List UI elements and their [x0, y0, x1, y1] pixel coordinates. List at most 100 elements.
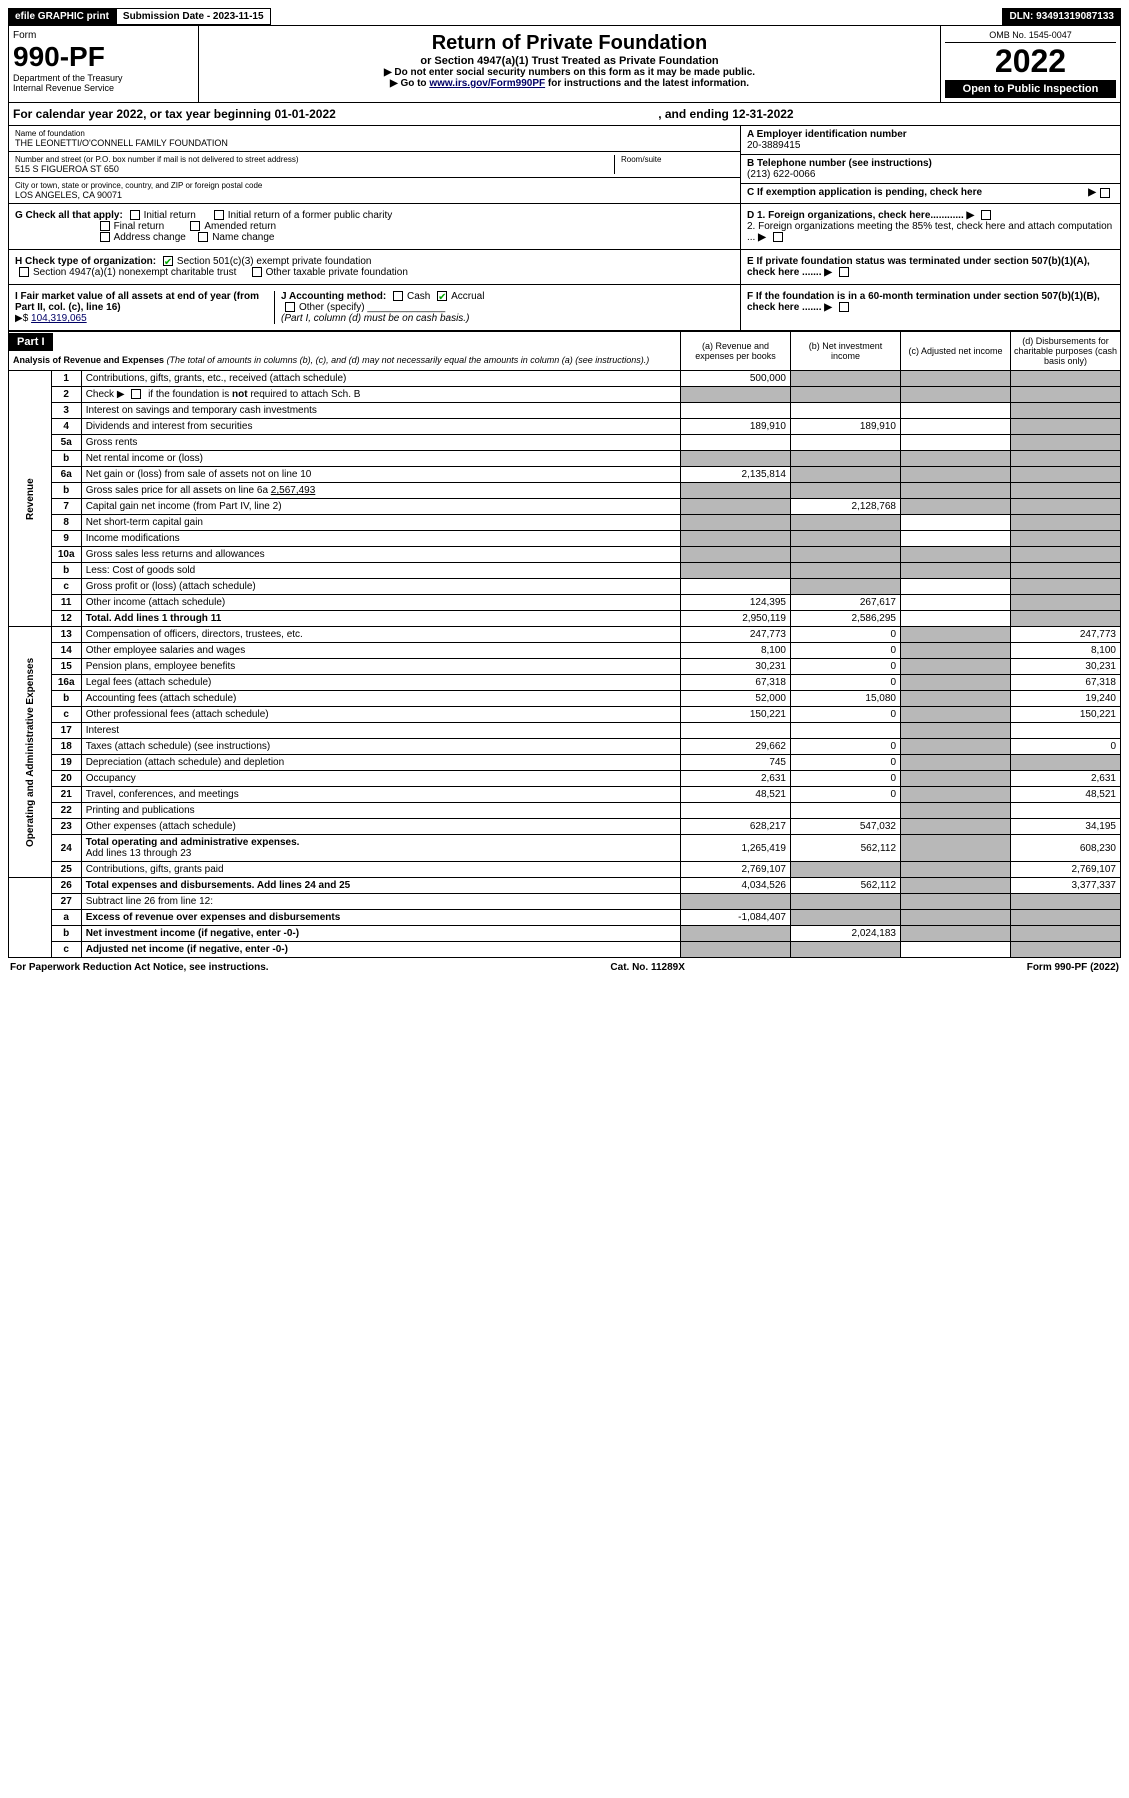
- j-cash-checkbox[interactable]: [393, 291, 403, 301]
- line-14-desc: Other employee salaries and wages: [81, 643, 680, 659]
- irs-link[interactable]: www.irs.gov/Form990PF: [429, 78, 545, 89]
- arrow-icon: ▶: [824, 267, 832, 278]
- e-checkbox[interactable]: [839, 267, 849, 277]
- line-23-d: 34,195: [1011, 819, 1121, 835]
- line-4-desc: Dividends and interest from securities: [81, 419, 680, 435]
- line-7-no: 7: [51, 499, 81, 515]
- line-25-a: 2,769,107: [681, 862, 791, 878]
- line-1-no: 1: [51, 371, 81, 387]
- checks-ij-row: I Fair market value of all assets at end…: [8, 285, 1121, 331]
- dept-irs: Internal Revenue Service: [13, 83, 194, 93]
- line-6a-a: 2,135,814: [681, 467, 791, 483]
- line-2-checkbox[interactable]: [131, 389, 141, 399]
- line-27a-no: a: [51, 910, 81, 926]
- line-3-desc: Interest on savings and temporary cash i…: [81, 403, 680, 419]
- h-4947-checkbox[interactable]: [19, 267, 29, 277]
- expenses-side-label: Operating and Administrative Expenses: [9, 627, 52, 878]
- line-24-no: 24: [51, 835, 81, 862]
- d1-checkbox[interactable]: [981, 210, 991, 220]
- efile-label[interactable]: efile GRAPHIC print: [8, 8, 116, 25]
- arrow-icon: ▶: [824, 302, 832, 313]
- c-checkbox[interactable]: [1100, 188, 1110, 198]
- open-inspection: Open to Public Inspection: [945, 80, 1116, 98]
- line-24-a: 1,265,419: [681, 835, 791, 862]
- line-20-a: 2,631: [681, 771, 791, 787]
- arrow-icon: ▶: [758, 232, 766, 243]
- line-20-b: 0: [791, 771, 901, 787]
- line-10b-desc: Less: Cost of goods sold: [81, 563, 680, 579]
- line-15-no: 15: [51, 659, 81, 675]
- g-name-checkbox[interactable]: [198, 232, 208, 242]
- j-accrual-checkbox[interactable]: [437, 291, 447, 301]
- line-12-a: 2,950,119: [681, 611, 791, 627]
- col-c-header: (c) Adjusted net income: [901, 332, 1011, 371]
- omb-number: OMB No. 1545-0047: [945, 30, 1116, 43]
- footer-mid: Cat. No. 11289X: [610, 962, 684, 973]
- line-21-b: 0: [791, 787, 901, 803]
- line-10c-no: c: [51, 579, 81, 595]
- submission-date: Submission Date - 2023-11-15: [116, 8, 271, 25]
- j-cash: Cash: [407, 291, 430, 302]
- line-16c-a: 150,221: [681, 707, 791, 723]
- line-16b-a: 52,000: [681, 691, 791, 707]
- checks-h-row: H Check type of organization: Section 50…: [8, 250, 1121, 285]
- col-a-header: (a) Revenue and expenses per books: [681, 332, 791, 371]
- note-pre: ▶ Go to: [390, 78, 429, 89]
- line-26-b: 562,112: [791, 878, 901, 894]
- line-21-a: 48,521: [681, 787, 791, 803]
- foundation-name: THE LEONETTI/O'CONNELL FAMILY FOUNDATION: [15, 138, 734, 148]
- e-label: E If private foundation status was termi…: [747, 256, 1090, 278]
- g-final: Final return: [114, 221, 165, 232]
- line-21-no: 21: [51, 787, 81, 803]
- page-footer: For Paperwork Reduction Act Notice, see …: [8, 958, 1121, 977]
- g-amended: Amended return: [204, 221, 276, 232]
- line-24-bold: Total operating and administrative expen…: [86, 837, 300, 848]
- ein-label: A Employer identification number: [747, 129, 1114, 140]
- h-other-checkbox[interactable]: [252, 267, 262, 277]
- line-21-d: 48,521: [1011, 787, 1121, 803]
- g-amended-checkbox[interactable]: [190, 221, 200, 231]
- g-address: Address change: [114, 232, 186, 243]
- col-d-header: (d) Disbursements for charitable purpose…: [1011, 332, 1121, 371]
- line-1-desc: Contributions, gifts, grants, etc., rece…: [81, 371, 680, 387]
- line-9-no: 9: [51, 531, 81, 547]
- note-link: ▶ Go to www.irs.gov/Form990PF for instru…: [205, 78, 934, 89]
- line-25-no: 25: [51, 862, 81, 878]
- line-12-no: 12: [51, 611, 81, 627]
- line-23-desc: Other expenses (attach schedule): [81, 819, 680, 835]
- g-address-checkbox[interactable]: [100, 232, 110, 242]
- form-subtitle: or Section 4947(a)(1) Trust Treated as P…: [205, 55, 934, 67]
- line-16a-desc: Legal fees (attach schedule): [81, 675, 680, 691]
- checks-g-row: G Check all that apply: Initial return I…: [8, 204, 1121, 250]
- line-6b-no: b: [51, 483, 81, 499]
- g-final-checkbox[interactable]: [100, 221, 110, 231]
- d2-checkbox[interactable]: [773, 232, 783, 242]
- line-8-no: 8: [51, 515, 81, 531]
- line-25-d: 2,769,107: [1011, 862, 1121, 878]
- line-18-d: 0: [1011, 739, 1121, 755]
- g-initial-former-checkbox[interactable]: [214, 210, 224, 220]
- part1-title: Analysis of Revenue and Expenses: [13, 355, 164, 365]
- line-21-desc: Travel, conferences, and meetings: [81, 787, 680, 803]
- line-18-no: 18: [51, 739, 81, 755]
- j-other-checkbox[interactable]: [285, 302, 295, 312]
- line-16c-no: c: [51, 707, 81, 723]
- line-5b-desc: Net rental income or (loss): [81, 451, 680, 467]
- line-20-no: 20: [51, 771, 81, 787]
- h-501c3: Section 501(c)(3) exempt private foundat…: [177, 256, 372, 267]
- line-11-desc: Other income (attach schedule): [81, 595, 680, 611]
- line-10a-desc: Gross sales less returns and allowances: [81, 547, 680, 563]
- line-8-desc: Net short-term capital gain: [81, 515, 680, 531]
- i-label: I Fair market value of all assets at end…: [15, 291, 259, 313]
- line-14-d: 8,100: [1011, 643, 1121, 659]
- h-501c3-checkbox[interactable]: [163, 256, 173, 266]
- f-checkbox[interactable]: [839, 302, 849, 312]
- j-label: J Accounting method:: [281, 291, 386, 302]
- part1-table: Part I Analysis of Revenue and Expenses …: [8, 331, 1121, 958]
- g-initial-checkbox[interactable]: [130, 210, 140, 220]
- part1-note: (The total of amounts in columns (b), (c…: [164, 355, 649, 365]
- line-10c-desc: Gross profit or (loss) (attach schedule): [81, 579, 680, 595]
- topbar: efile GRAPHIC print Submission Date - 20…: [8, 8, 1121, 25]
- line-4-no: 4: [51, 419, 81, 435]
- name-address-block: Name of foundation THE LEONETTI/O'CONNEL…: [8, 126, 1121, 204]
